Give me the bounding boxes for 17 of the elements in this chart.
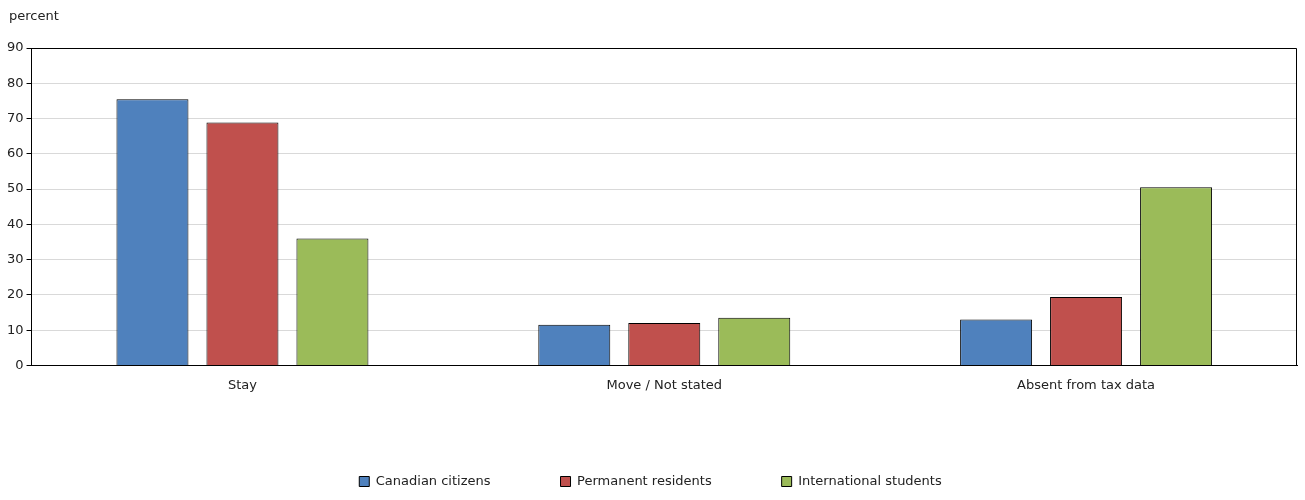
y-tick-label: 10 <box>7 321 24 337</box>
y-tick-label: 0 <box>15 356 24 372</box>
y-tick-label: 40 <box>7 215 24 231</box>
y-tick-label: 20 <box>7 286 24 302</box>
y-tick-label: 60 <box>7 145 24 161</box>
y-axis-title: percent <box>9 8 59 23</box>
legend-label: International students <box>798 472 942 488</box>
y-tick-label: 90 <box>7 39 24 55</box>
y-tick-label: 50 <box>7 180 24 196</box>
x-tick-label: Absent from tax data <box>1017 376 1156 392</box>
x-tick-label: Move / Not stated <box>606 376 723 392</box>
x-tick-label: Stay <box>227 376 258 392</box>
y-tick-label: 30 <box>7 250 24 266</box>
legend-label: Permanent residents <box>577 472 712 488</box>
legend-label: Canadian citizens <box>375 472 491 488</box>
y-tick-label: 80 <box>7 74 24 90</box>
y-tick-label: 70 <box>7 109 24 125</box>
